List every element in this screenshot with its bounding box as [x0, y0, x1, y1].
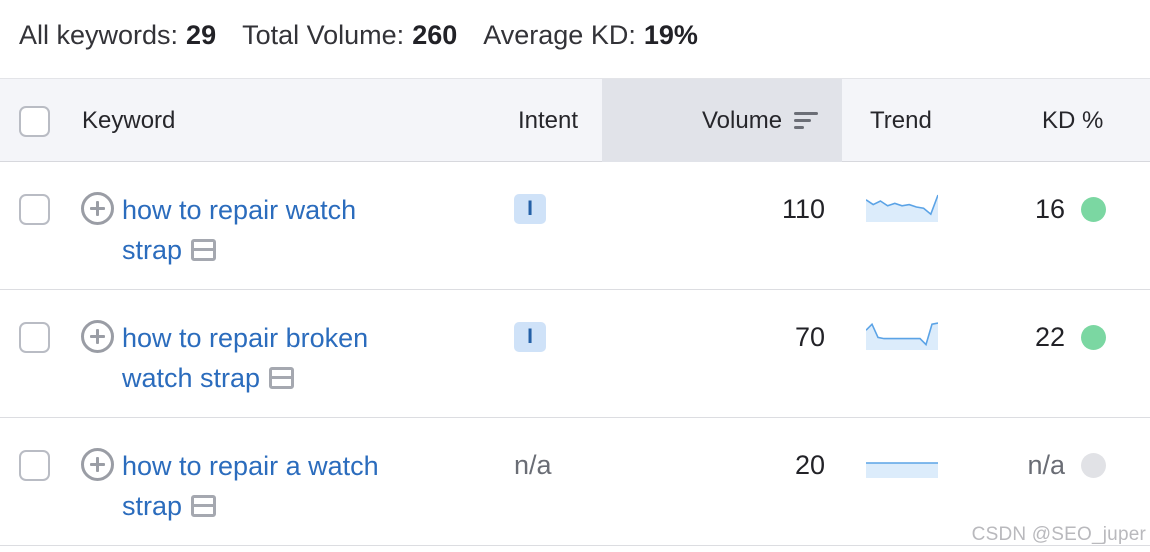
kd-difficulty-dot	[1081, 453, 1106, 478]
keyword-text-line2: strap	[122, 235, 183, 265]
trend-line	[866, 194, 938, 216]
total-volume-stat: Total Volume: 260	[242, 20, 457, 51]
volume-value: 110	[781, 194, 825, 224]
keyword-text-line1: how to repair a watch	[122, 451, 379, 481]
sort-descending-icon[interactable]	[794, 111, 819, 131]
row-checkbox[interactable]	[19, 194, 50, 225]
serp-preview-icon[interactable]	[269, 367, 295, 389]
all-keywords-stat: All keywords: 29	[19, 20, 216, 51]
row-checkbox[interactable]	[19, 322, 50, 353]
intent-not-available: n/a	[514, 450, 552, 480]
keyword-link[interactable]: how to repair a watch strap	[122, 446, 379, 526]
table-row: how to repair watch strap I 110 16	[0, 162, 1150, 290]
kd-value: 16	[1034, 194, 1065, 224]
kd-difficulty-dot	[1081, 197, 1106, 222]
keywords-summary: All keywords: 29 Total Volume: 260 Avera…	[19, 18, 724, 52]
volume-value: 70	[794, 322, 825, 352]
keyword-text-line1: how to repair watch	[122, 195, 357, 225]
trend-sparkline	[866, 462, 938, 478]
all-keywords-label: All keywords:	[19, 19, 179, 50]
kd-difficulty-dot	[1081, 325, 1106, 350]
add-to-list-icon[interactable]	[81, 192, 114, 225]
keyword-link[interactable]: how to repair broken watch strap	[122, 318, 368, 398]
average-kd-stat: Average KD: 19%	[483, 20, 698, 51]
trend-area	[866, 195, 938, 222]
table-header: Keyword Intent Volume Trend KD %	[0, 78, 1150, 162]
intent-badge: I	[514, 194, 546, 224]
watermark: CSDN @SEO_juper	[971, 524, 1146, 545]
column-header-intent[interactable]: Intent	[518, 106, 579, 134]
serp-preview-icon[interactable]	[191, 239, 217, 261]
trend-area	[866, 463, 938, 478]
column-header-kd[interactable]: KD %	[1042, 106, 1104, 134]
trend-sparkline	[866, 322, 938, 350]
intent-badge: I	[514, 322, 546, 352]
column-header-keyword[interactable]: Keyword	[82, 106, 176, 134]
serp-preview-icon[interactable]	[191, 495, 217, 517]
keyword-text-line2: watch strap	[122, 363, 261, 393]
keywords-table: Keyword Intent Volume Trend KD % how to …	[0, 78, 1150, 546]
keyword-text-line2: strap	[122, 491, 183, 521]
trend-line	[866, 322, 938, 347]
total-volume-value: 260	[412, 19, 458, 50]
average-kd-value: 19%	[643, 19, 698, 50]
volume-value: 20	[794, 450, 825, 480]
trend-sparkline	[866, 194, 938, 222]
column-header-volume[interactable]: Volume	[702, 79, 819, 162]
table-row: how to repair broken watch strap I 70 22	[0, 290, 1150, 418]
add-to-list-icon[interactable]	[81, 448, 114, 481]
keyword-cell: how to repair a watch strap	[81, 446, 379, 526]
add-to-list-icon[interactable]	[81, 320, 114, 353]
column-header-volume-label: Volume	[702, 106, 783, 134]
total-volume-label: Total Volume:	[242, 19, 405, 50]
select-all-checkbox[interactable]	[19, 106, 50, 137]
keyword-cell: how to repair watch strap	[81, 190, 356, 270]
keyword-text-line1: how to repair broken	[122, 323, 369, 353]
keyword-cell: how to repair broken watch strap	[81, 318, 368, 398]
kd-value: n/a	[1027, 450, 1065, 480]
average-kd-label: Average KD:	[483, 19, 636, 50]
row-checkbox[interactable]	[19, 450, 50, 481]
keyword-link[interactable]: how to repair watch strap	[122, 190, 356, 270]
trend-area	[866, 323, 938, 350]
column-header-trend: Trend	[870, 106, 932, 134]
kd-value: 22	[1034, 322, 1065, 352]
table-row: how to repair a watch strap n/a 20 n/a	[0, 418, 1150, 546]
all-keywords-value: 29	[186, 19, 217, 50]
